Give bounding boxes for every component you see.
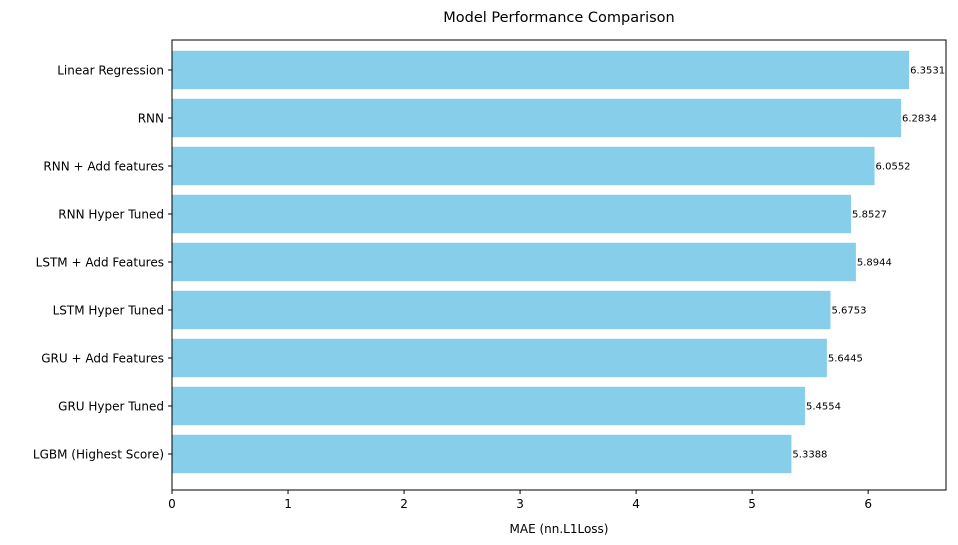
y-tick-label: RNN xyxy=(138,112,164,126)
bar xyxy=(172,434,792,474)
bar-value-label: 5.6445 xyxy=(828,354,863,365)
bar-value-label: 6.0552 xyxy=(876,162,911,173)
bar xyxy=(172,290,831,330)
bar-value-label: 6.3531 xyxy=(910,66,945,77)
x-tick-label: 1 xyxy=(284,497,292,511)
bar xyxy=(172,338,827,378)
x-tick-label: 2 xyxy=(400,497,408,511)
bar-value-label: 5.8944 xyxy=(857,258,892,269)
bar xyxy=(172,386,805,426)
x-axis-label: MAE (nn.L1Loss) xyxy=(510,522,609,536)
plot-frame xyxy=(171,39,947,491)
bars-group xyxy=(172,50,910,474)
y-tick-label: LSTM Hyper Tuned xyxy=(53,304,164,318)
bar xyxy=(172,146,875,186)
bar xyxy=(172,50,910,90)
y-tick-label: GRU Hyper Tuned xyxy=(58,400,164,414)
x-tick-label: 0 xyxy=(168,497,176,511)
y-tick-label: LGBM (Highest Score) xyxy=(33,448,164,462)
y-tick-label: RNN + Add features xyxy=(43,160,164,174)
x-tick-label: 4 xyxy=(632,497,640,511)
y-tick-label: LSTM + Add Features xyxy=(36,256,164,270)
x-tick-label: 6 xyxy=(864,497,872,511)
bar xyxy=(172,194,852,234)
x-tick-label: 5 xyxy=(748,497,756,511)
y-axis-ticks: Linear Regression RNN RNN + Add features RN… xyxy=(33,64,172,462)
bar-value-label: 5.4554 xyxy=(806,402,841,413)
bar xyxy=(172,98,902,138)
bar xyxy=(172,242,856,282)
bar-value-label: 6.2834 xyxy=(902,114,937,125)
x-axis-ticks: 0 1 2 3 4 5 6 xyxy=(168,490,872,511)
value-labels-group: 6.3531 6.2834 6.0552 5.8527 5.8944 5.6753 5.64… xyxy=(792,66,945,461)
y-tick-label: GRU + Add Features xyxy=(41,352,164,366)
chart-title: Model Performance Comparison xyxy=(443,10,674,26)
y-tick-label: Linear Regression xyxy=(57,64,164,78)
bar-value-label: 5.8527 xyxy=(852,210,887,221)
bar-value-label: 5.6753 xyxy=(831,306,866,317)
x-tick-label: 3 xyxy=(516,497,524,511)
bar-value-label: 5.3388 xyxy=(792,450,827,461)
y-tick-label: RNN Hyper Tuned xyxy=(58,208,164,222)
